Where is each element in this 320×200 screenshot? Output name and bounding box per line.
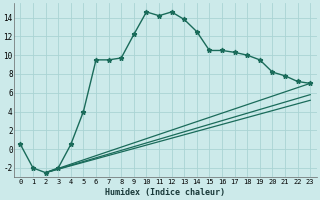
X-axis label: Humidex (Indice chaleur): Humidex (Indice chaleur): [105, 188, 225, 197]
